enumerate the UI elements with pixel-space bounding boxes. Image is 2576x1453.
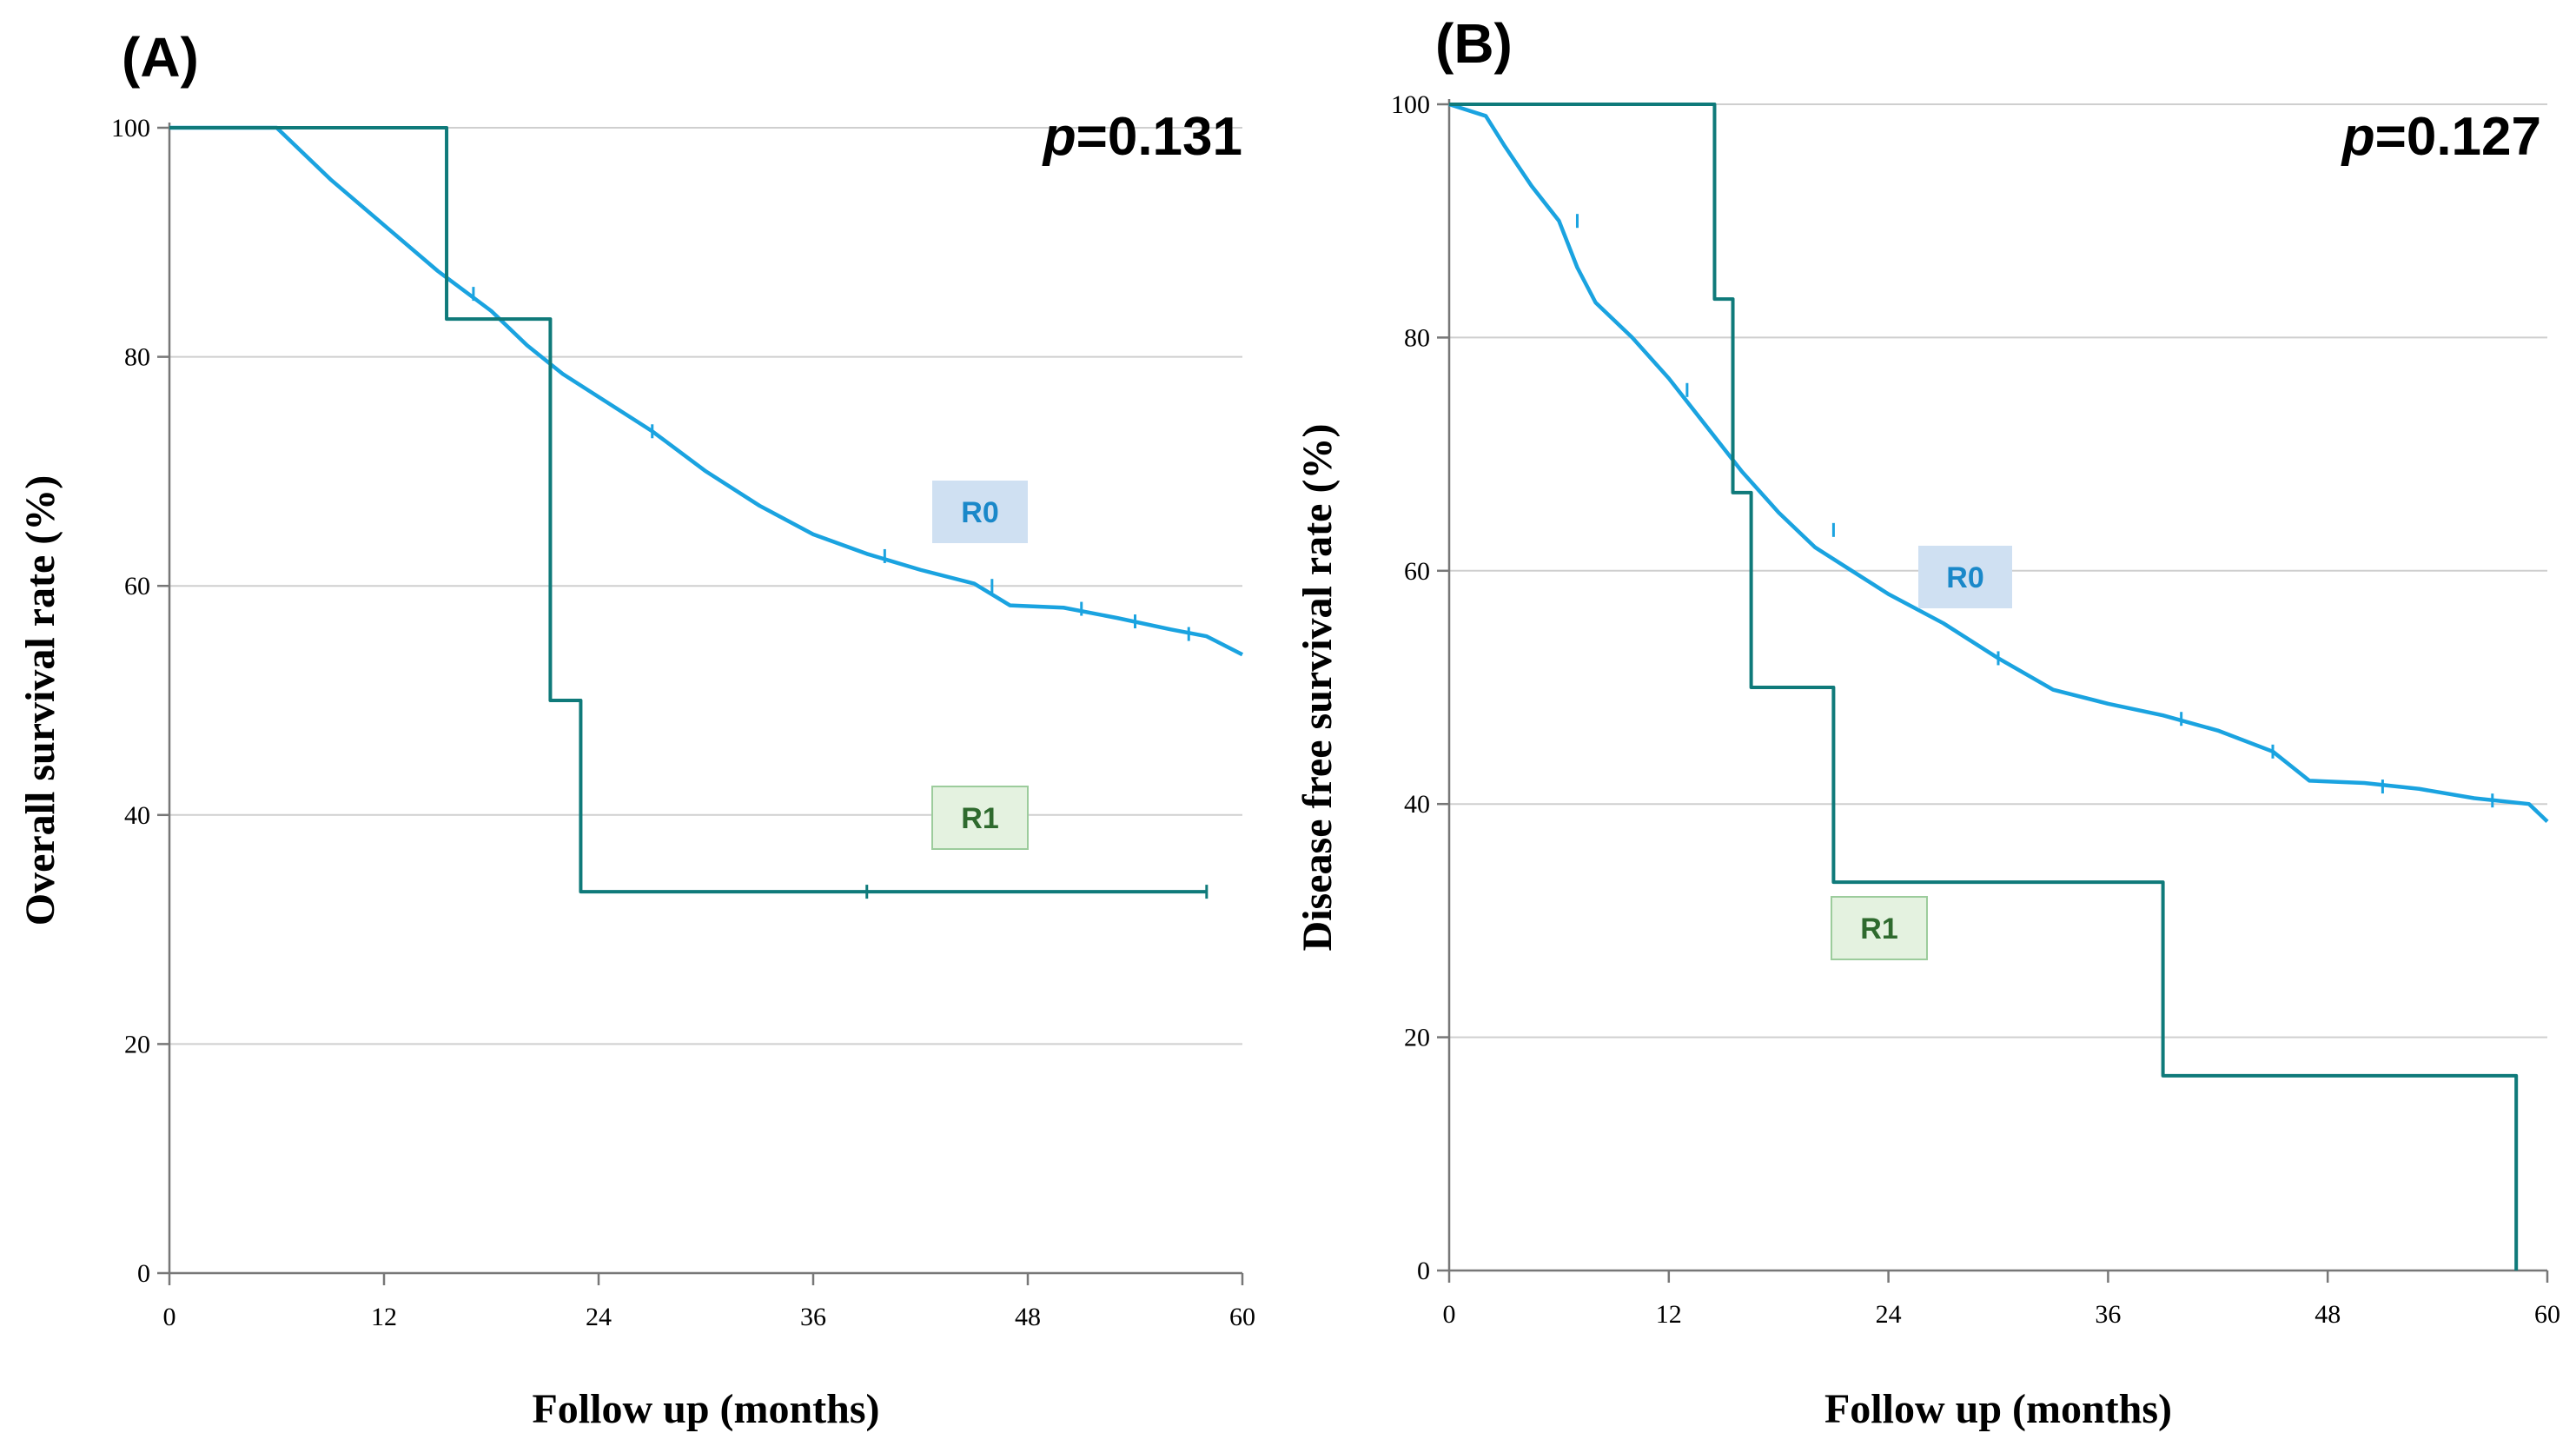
legend-box: [1831, 896, 1928, 960]
x-tick-label: 12: [1656, 1300, 1682, 1329]
x-tick-label: 48: [2314, 1300, 2341, 1329]
x-tick-label: 24: [1876, 1300, 1902, 1329]
y-tick-label: 60: [124, 572, 150, 600]
legend-r1: R1: [1831, 896, 1928, 960]
legend-label: R1: [961, 802, 998, 835]
p-symbol: p: [1042, 107, 1076, 167]
panel-label: (B): [1435, 12, 1513, 75]
p-symbol: p: [2341, 107, 2375, 167]
p-value: =0.131: [1076, 107, 1242, 167]
y-axis-title: Disease free survival rate (%): [1295, 424, 1341, 952]
x-tick-label: 60: [1229, 1303, 1255, 1331]
legend-box: [932, 481, 1028, 543]
y-tick-label: 100: [111, 114, 150, 143]
legend-r0: R0: [932, 481, 1028, 543]
legend-label: R0: [1946, 561, 1983, 594]
y-tick-label: 100: [1391, 90, 1430, 119]
y-axis-title: Overall survival rate (%): [17, 475, 63, 926]
y-tick-label: 80: [1404, 323, 1430, 352]
x-tick-label: 12: [371, 1303, 397, 1331]
y-tick-label: 20: [124, 1030, 150, 1058]
panel-b: 0 20 40 60 80 100 0 12 24 36 48 60 Follow up (months…: [1295, 12, 2560, 1432]
y-tick-label: 0: [137, 1259, 150, 1288]
legend-label: R0: [961, 496, 998, 529]
x-tick-label: 24: [586, 1303, 612, 1331]
y-tick-label: 20: [1404, 1024, 1430, 1052]
y-tick-label: 60: [1404, 557, 1430, 586]
x-tick-label: 36: [2095, 1300, 2121, 1329]
p-value-annotation: p=0.127: [2341, 107, 2541, 167]
panel-a: 0 20 40 60 80 100 0 12 24 36 48 60 Follow up (months…: [17, 26, 1255, 1432]
y-tick-label: 40: [1404, 790, 1430, 819]
p-value-annotation: p=0.131: [1042, 107, 1242, 167]
x-tick-label: 48: [1015, 1303, 1041, 1331]
legend-label: R1: [1860, 912, 1897, 945]
legend-box: [1918, 546, 2012, 608]
x-axis-title: Follow up (months): [532, 1386, 879, 1432]
series-line-r0: [169, 125, 1244, 657]
legend-r1: R1: [931, 786, 1029, 850]
y-tick-label: 0: [1417, 1257, 1430, 1285]
x-tick-label: 36: [800, 1303, 826, 1331]
series-line-r0: [1448, 102, 2549, 823]
x-tick-label: 60: [2534, 1300, 2560, 1329]
x-tick-label: 0: [1443, 1300, 1456, 1329]
series-line-r1: [1449, 103, 2519, 1271]
y-tick-label: 40: [124, 801, 150, 830]
series-line-r1: [169, 126, 1207, 894]
x-tick-label: 0: [163, 1303, 176, 1331]
legend-r0: R0: [1918, 546, 2012, 608]
legend-box: [931, 786, 1029, 850]
p-value: =0.127: [2375, 107, 2541, 167]
panel-label: (A): [122, 26, 199, 89]
y-tick-label: 80: [124, 343, 150, 372]
x-axis-title: Follow up (months): [1824, 1386, 2172, 1432]
